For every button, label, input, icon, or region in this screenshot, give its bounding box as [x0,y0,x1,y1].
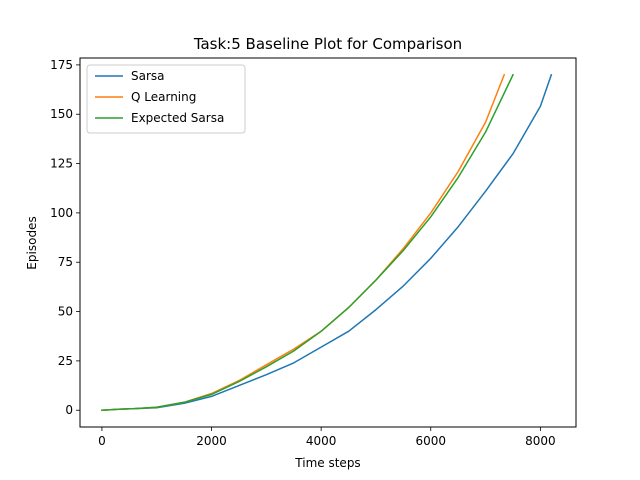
y-tick-label-4: 100 [50,206,73,220]
x-tick-label-3: 6000 [415,434,446,448]
legend-label-1: Q Learning [131,90,196,104]
plot-area: 0 2000 4000 6000 8000 0 25 50 75 100 125 150 175 [50,57,577,448]
legend-items: Sarsa Q Learning Expected Sarsa [95,69,224,125]
y-tick-label-3: 75 [58,255,73,269]
x-tick-label-2: 4000 [306,434,337,448]
legend-box [86,64,246,134]
legend-label-0: Sarsa [131,69,165,83]
y-tick-label-7: 175 [50,58,73,72]
series-layer [101,73,553,411]
chart-title: Task:5 Baseline Plot for Comparison [193,35,462,53]
plot-frame [79,57,577,428]
y-axis-label: Episodes [25,216,39,269]
y-axis-ticks: 0 25 50 75 100 125 150 175 [50,58,80,417]
x-tick-label-1: 2000 [196,434,227,448]
y-tick-label-5: 125 [50,157,73,171]
y-tick-label-2: 50 [58,305,73,319]
y-tick-label-0: 0 [65,403,73,417]
x-axis-ticks: 0 2000 4000 6000 8000 [98,427,556,448]
x-axis-label: Time steps [294,456,360,470]
x-tick-label-4: 8000 [525,434,556,448]
legend-label-2: Expected Sarsa [131,111,224,125]
x-tick-label-0: 0 [98,434,106,448]
series-line-2 [101,73,515,411]
legend: Sarsa Q Learning Expected Sarsa [86,64,246,134]
y-tick-label-6: 150 [50,107,73,121]
y-tick-label-1: 25 [58,354,73,368]
